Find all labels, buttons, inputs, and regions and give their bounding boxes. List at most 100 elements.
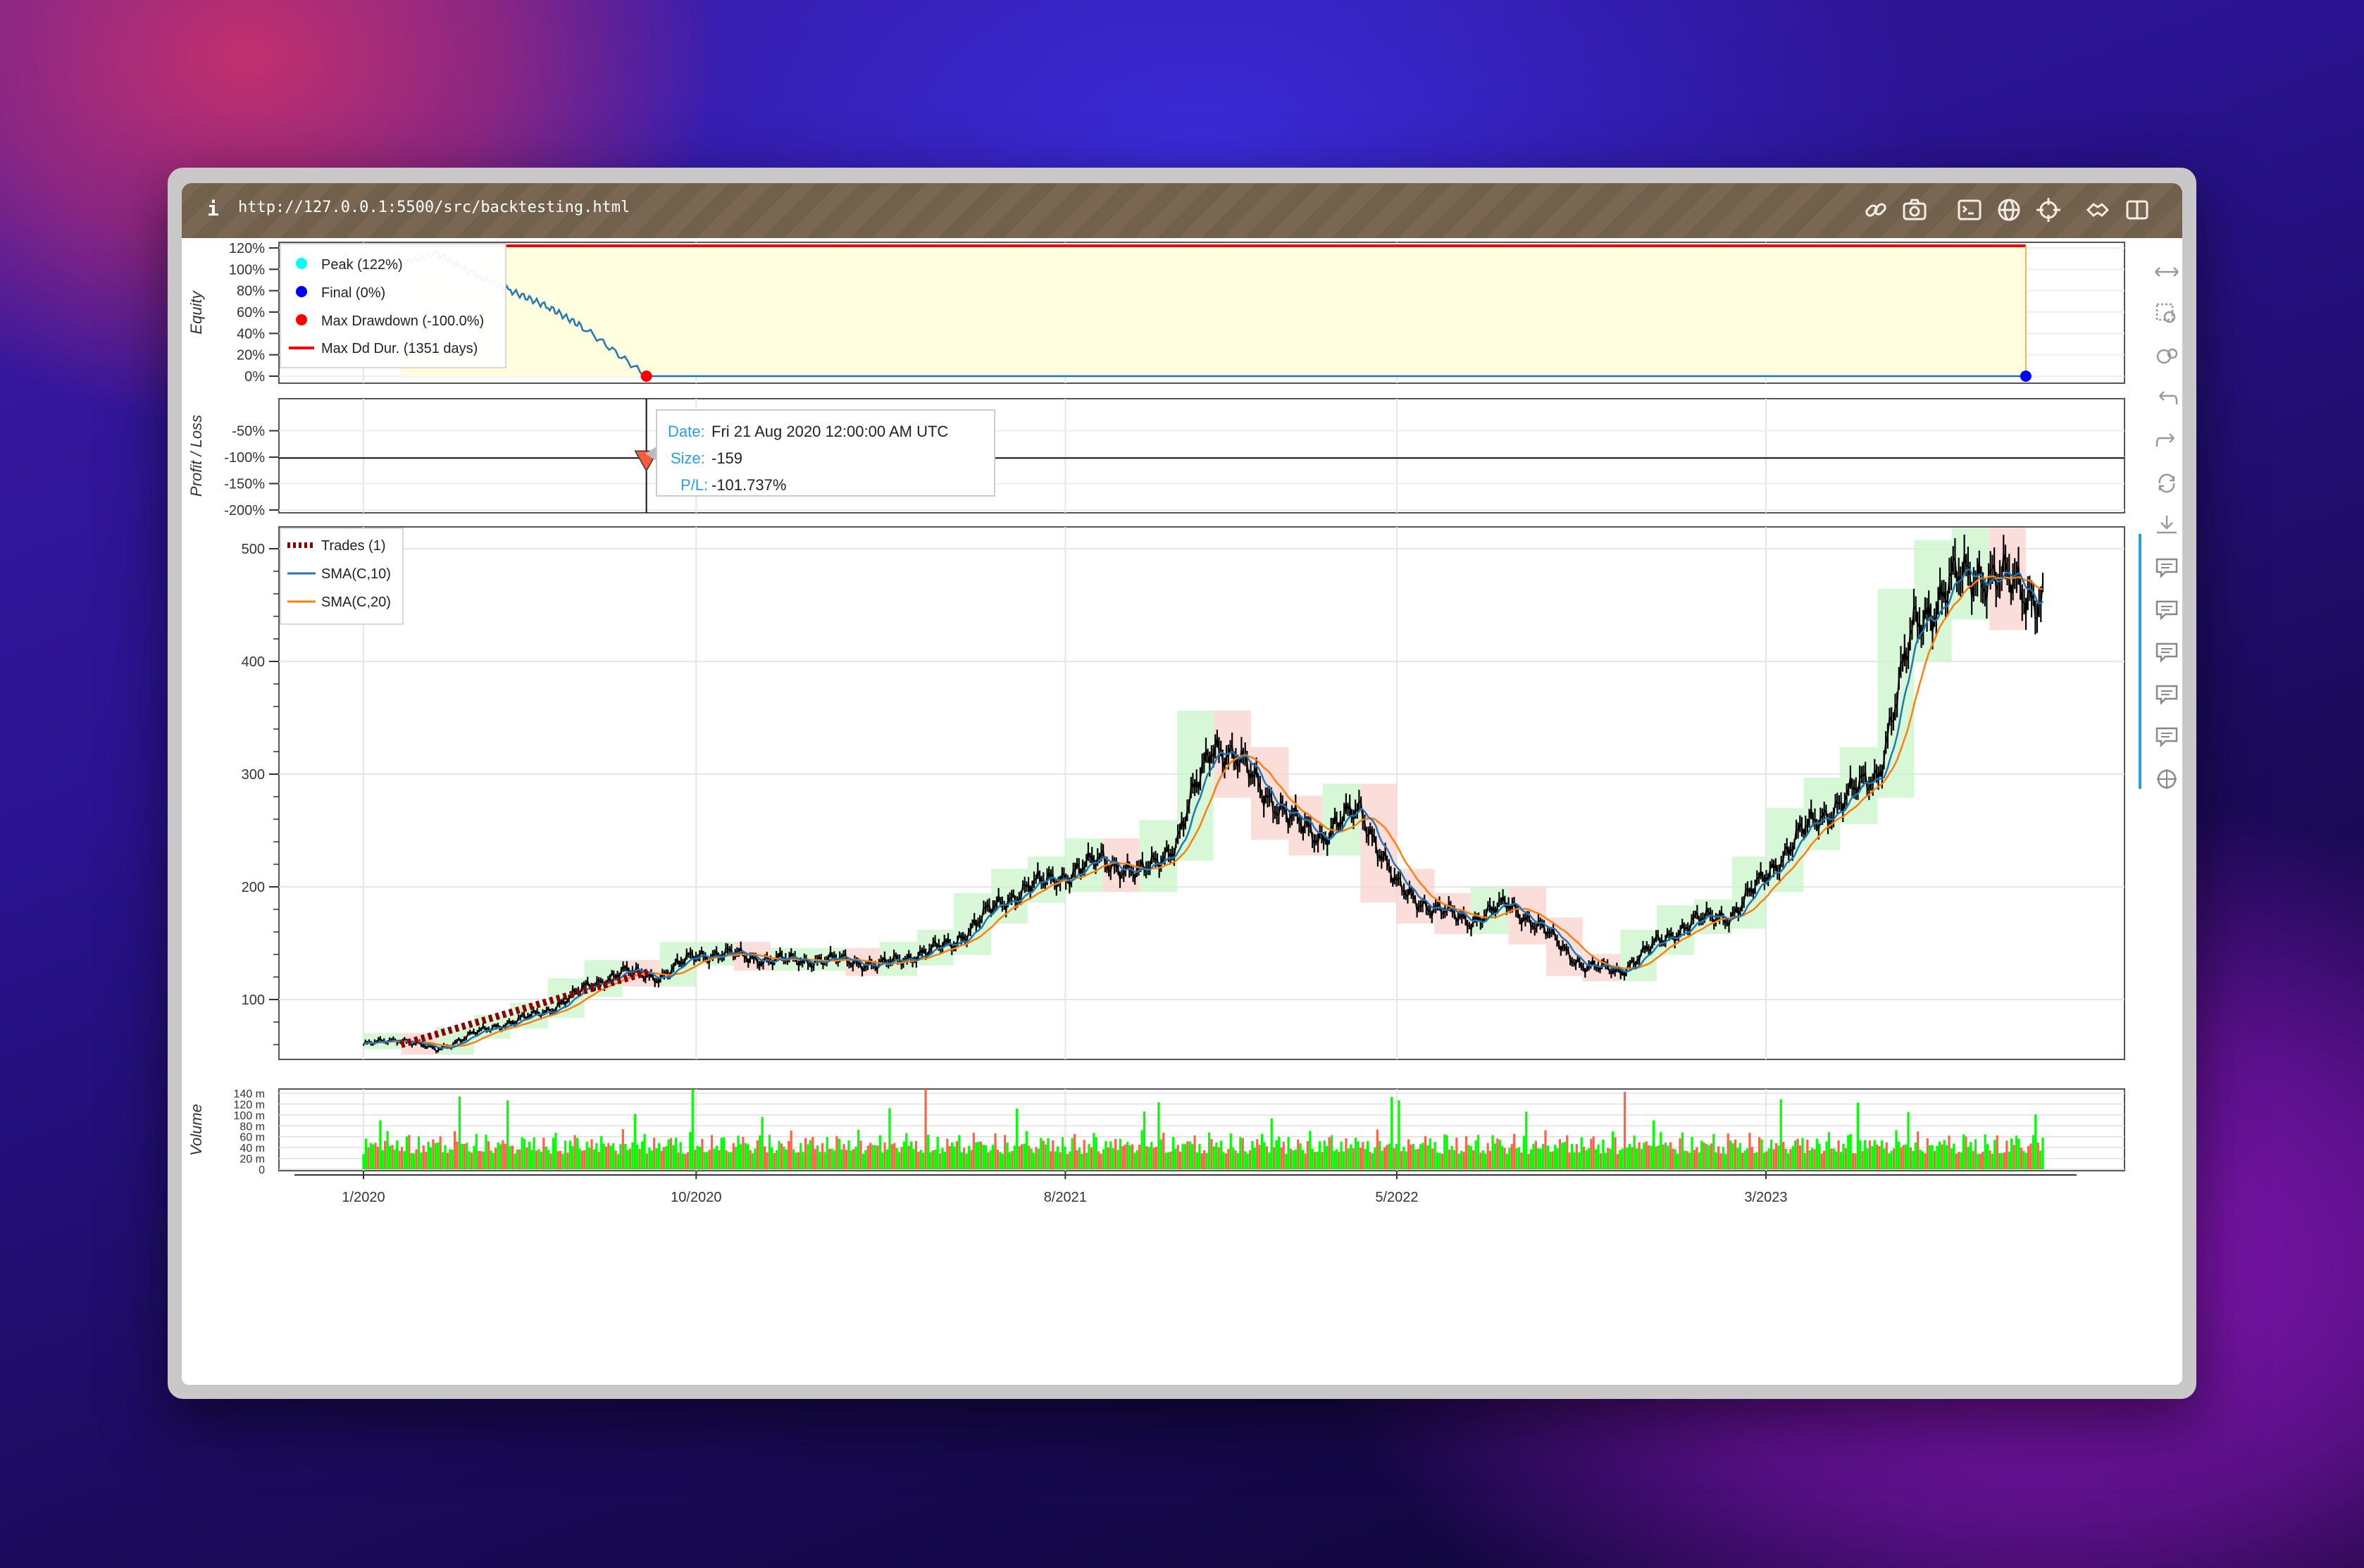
volume-bar	[2017, 1138, 2020, 1169]
equity-markers	[640, 371, 2032, 382]
volume-bar	[1270, 1118, 1273, 1169]
volume-bar	[478, 1150, 480, 1169]
reset-icon[interactable]	[2158, 473, 2175, 493]
volume-bar	[1907, 1112, 1910, 1169]
volume-bar	[1662, 1144, 1665, 1169]
down-band	[1360, 783, 1397, 903]
camera-icon[interactable]	[1900, 196, 1929, 224]
hover-icon[interactable]	[2155, 558, 2178, 579]
wheel-zoom-icon[interactable]	[2156, 348, 2178, 364]
volume-bar	[573, 1135, 576, 1169]
price-tick-label: 500	[242, 542, 265, 557]
volume-bar	[926, 1134, 930, 1169]
volume-bar	[1851, 1152, 1855, 1169]
hover-icon[interactable]	[2155, 642, 2178, 664]
volume-bar	[950, 1142, 954, 1169]
volume-bar	[749, 1150, 752, 1169]
volume-bar	[1679, 1138, 1681, 1169]
hover-icon[interactable]	[2155, 600, 2178, 621]
volume-bar	[1109, 1141, 1112, 1169]
volume-bar	[1970, 1142, 1972, 1169]
volume-bar	[1140, 1130, 1143, 1169]
volume-bar	[1748, 1133, 1751, 1169]
volume-bar	[1604, 1153, 1607, 1169]
volume-bar	[881, 1152, 884, 1169]
volume-bar	[912, 1149, 915, 1169]
volume-bar	[1460, 1150, 1463, 1169]
volume-bar	[1631, 1147, 1634, 1169]
crosshair-icon[interactable]	[2157, 769, 2177, 789]
volume-bar	[1825, 1141, 1828, 1169]
volume-bar	[763, 1146, 766, 1169]
volume-bar	[1832, 1148, 1835, 1169]
volume-bar	[1712, 1133, 1715, 1169]
save-icon[interactable]	[2157, 516, 2177, 534]
undo-icon[interactable]	[2159, 391, 2178, 404]
volume-bar	[1159, 1139, 1162, 1169]
volume-bar	[1979, 1153, 1982, 1169]
volume-bar	[1736, 1147, 1739, 1169]
volume-bar	[919, 1150, 922, 1169]
volume-bar	[1967, 1147, 1970, 1169]
volume-bar	[792, 1149, 795, 1169]
volume-bar	[1924, 1153, 1927, 1169]
volume-bar	[1297, 1139, 1300, 1169]
volume-bar	[811, 1136, 814, 1169]
volume-bar	[876, 1145, 879, 1169]
volume-bar	[468, 1151, 471, 1169]
volume-bar	[1854, 1153, 1857, 1169]
volume-bar	[1541, 1144, 1545, 1169]
volume-bar	[1001, 1153, 1004, 1169]
volume-bar	[1167, 1152, 1170, 1169]
speech-lines	[2161, 648, 2172, 653]
volume-bar	[643, 1133, 646, 1169]
volume-bar	[502, 1140, 504, 1169]
up-band	[584, 960, 623, 997]
tooltip-size-label: Size:	[671, 449, 705, 467]
volume-bar	[1304, 1153, 1307, 1169]
link-icon[interactable]	[1862, 196, 1890, 224]
volume-bar	[1912, 1150, 1915, 1169]
redo-icon[interactable]	[2155, 433, 2175, 447]
volume-bar	[561, 1154, 564, 1169]
volume-bar	[1323, 1140, 1326, 1169]
info-icon[interactable]: i	[207, 197, 219, 220]
volume-bar	[1619, 1150, 1622, 1169]
hover-icon[interactable]	[2155, 685, 2178, 706]
box-zoom-icon[interactable]	[2155, 303, 2176, 323]
terminal-icon[interactable]	[1955, 196, 1984, 224]
volume-bar	[1727, 1133, 1729, 1169]
equity-tick-label: 80%	[237, 284, 265, 299]
volume-bar	[1808, 1150, 1811, 1169]
volume-bar	[1357, 1141, 1360, 1169]
volume-bar	[823, 1152, 826, 1169]
volume-bar	[1236, 1153, 1240, 1169]
volume-bar	[1929, 1145, 1931, 1169]
volume-bar	[1837, 1140, 1840, 1169]
volume-bar	[482, 1152, 485, 1169]
volume-bar	[866, 1145, 869, 1169]
volume-bar	[1410, 1144, 1412, 1169]
sidebar-icon[interactable]	[2123, 196, 2151, 224]
url-bar[interactable]: http://127.0.0.1:5500/src/backtesting.ht…	[238, 199, 630, 216]
volume-bar	[1895, 1130, 1898, 1169]
volume-bar	[1292, 1150, 1295, 1169]
extension-icon[interactable]	[2084, 196, 2112, 224]
chart-toolbar	[2155, 267, 2179, 789]
sma-lines	[363, 568, 2043, 1050]
volume-bar	[1335, 1149, 1338, 1169]
volume-bar	[607, 1143, 610, 1169]
globe-icon[interactable]	[1995, 196, 2023, 224]
volume-bar	[1162, 1133, 1165, 1169]
crosshair-icon[interactable]	[2034, 196, 2063, 224]
hover-icon[interactable]	[2155, 727, 2178, 748]
volume-bar	[1676, 1153, 1679, 1169]
volume-bar	[1116, 1150, 1119, 1169]
volume-bar	[804, 1138, 807, 1169]
volume-bar	[686, 1152, 690, 1169]
volume-bar	[1650, 1145, 1653, 1169]
volume-bar	[893, 1143, 896, 1169]
backtest-chart[interactable]: 1/2020 10/2020 8/2021 5/2022 3/2023 0% 20% 40% 6…	[182, 238, 2182, 1385]
volume-bar	[1760, 1139, 1763, 1169]
pan-icon[interactable]	[2155, 267, 2179, 277]
